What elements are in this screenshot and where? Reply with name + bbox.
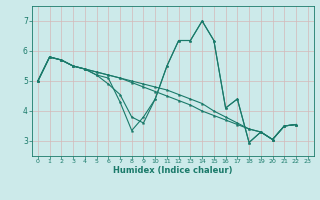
X-axis label: Humidex (Indice chaleur): Humidex (Indice chaleur) <box>113 166 233 175</box>
